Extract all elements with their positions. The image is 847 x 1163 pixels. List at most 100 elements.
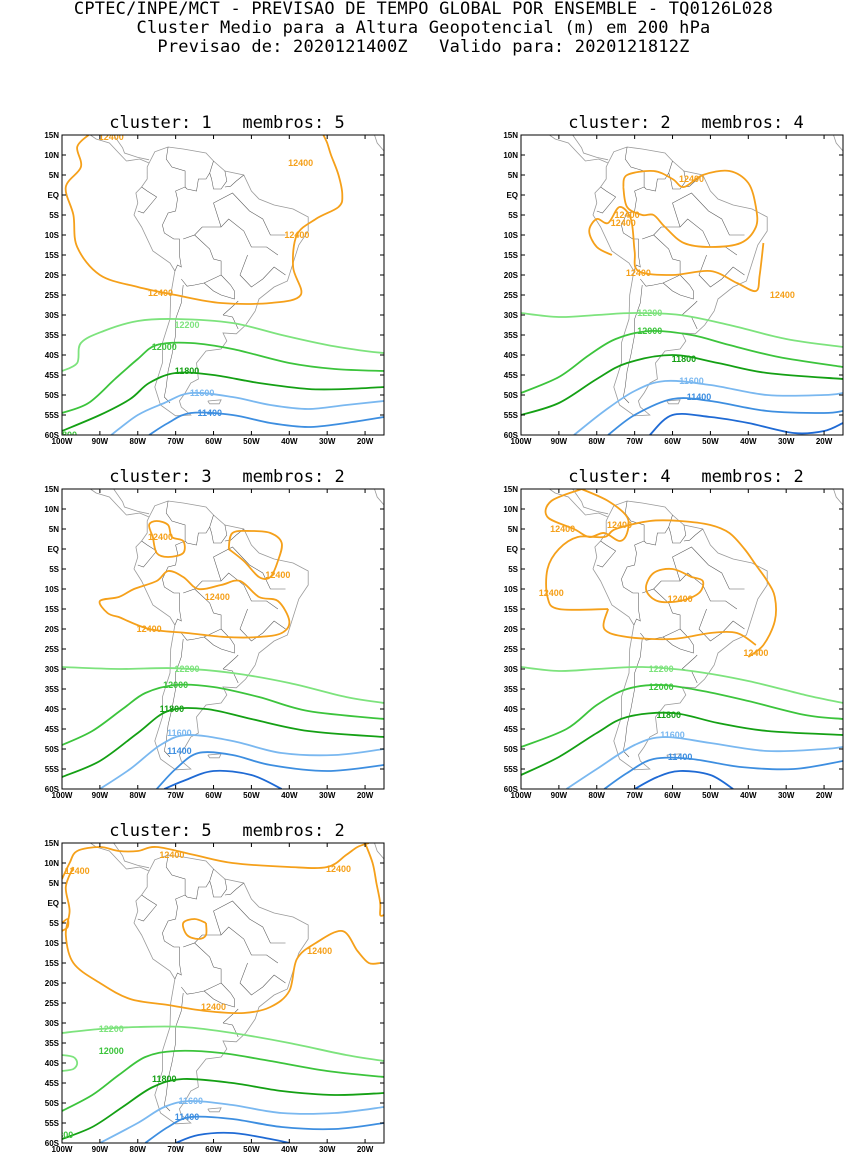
lon-label: 30W xyxy=(778,437,795,446)
contour-label: 11400 xyxy=(687,392,712,402)
contour-11200 xyxy=(176,1133,290,1143)
coastline-africa xyxy=(375,135,407,175)
lat-label: 15S xyxy=(45,251,60,260)
country-border xyxy=(185,161,213,191)
lat-label: 30S xyxy=(45,665,60,674)
coastline-central-america xyxy=(549,135,608,163)
lat-label: 10N xyxy=(44,505,59,514)
lon-label: 60W xyxy=(205,1145,222,1154)
lat-label: 10S xyxy=(45,585,60,594)
lon-label: 20W xyxy=(816,791,833,800)
contour-label: 11800 xyxy=(656,710,681,720)
contour-label: 11800 xyxy=(160,704,185,714)
lon-label: 100W xyxy=(52,1145,73,1154)
lon-label: 50W xyxy=(243,791,260,800)
lat-label: EQ xyxy=(47,545,59,554)
country-border xyxy=(673,547,745,589)
country-border xyxy=(669,525,686,543)
lat-label: 35S xyxy=(504,685,519,694)
lat-label: EQ xyxy=(47,899,59,908)
lat-label: 25S xyxy=(504,291,519,300)
contour-label: 11400 xyxy=(175,1112,200,1122)
contour-label: 12400 xyxy=(550,524,575,534)
country-border xyxy=(142,895,157,905)
lat-label: 20S xyxy=(45,625,60,634)
country-border xyxy=(142,187,157,197)
lon-label: 60W xyxy=(205,791,222,800)
contour-label: 11600 xyxy=(190,388,215,398)
lon-label: 90W xyxy=(92,1145,109,1154)
map-frame xyxy=(521,489,843,789)
contour-label: 11600 xyxy=(660,730,685,740)
contour-label: 12000 xyxy=(637,326,662,336)
lon-label: 80W xyxy=(130,437,147,446)
contour-11600 xyxy=(100,1101,384,1143)
lon-label: 100W xyxy=(511,437,532,446)
lon-label: 60W xyxy=(664,791,681,800)
lon-label: 70W xyxy=(167,1145,184,1154)
lat-label: 5N xyxy=(508,525,518,534)
contour-label: 12200 xyxy=(637,308,662,318)
contour-label: 12400 xyxy=(201,1002,226,1012)
lat-label: 25S xyxy=(45,645,60,654)
lat-label: 10N xyxy=(503,505,518,514)
lat-label: 55S xyxy=(45,765,60,774)
header-line-1: CPTEC/INPE/MCT - PREVISAO DE TEMPO GLOBA… xyxy=(0,0,847,19)
country-border xyxy=(663,629,693,653)
contour-12400 xyxy=(603,609,755,645)
lon-label: 20W xyxy=(816,437,833,446)
country-border xyxy=(601,541,616,551)
lat-label: 10N xyxy=(44,859,59,868)
map-layer: 1240012400124001240012200120001180011600… xyxy=(62,457,407,789)
contour-label: 12400 xyxy=(288,158,313,168)
lon-label: 40W xyxy=(740,791,757,800)
map-layer: 1240012400124001240012200120001180011600… xyxy=(62,103,407,440)
coastline-falklands xyxy=(208,1108,221,1112)
country-border xyxy=(223,1023,238,1037)
contour-12200 xyxy=(62,667,384,703)
lon-label: 70W xyxy=(167,791,184,800)
lat-label: 5N xyxy=(49,171,59,180)
contour-label: 11400 xyxy=(668,752,693,762)
lon-label: 30W xyxy=(778,791,795,800)
lat-label: EQ xyxy=(47,191,59,200)
lon-label: 100W xyxy=(52,791,73,800)
lat-label: 50S xyxy=(504,391,519,400)
contour-label: 12400 xyxy=(159,850,184,860)
lat-label: 35S xyxy=(45,1039,60,1048)
lon-label: 20W xyxy=(357,1145,374,1154)
lat-label: 5S xyxy=(49,919,59,928)
contour-12200 xyxy=(521,313,843,347)
contour-12000 xyxy=(62,1051,384,1111)
country-border xyxy=(210,879,227,897)
contour-map: 1240012400124001240012400122001200011800… xyxy=(481,135,847,455)
country-border xyxy=(138,197,157,213)
contour-12400 xyxy=(183,919,207,939)
lat-label: 20S xyxy=(504,271,519,280)
lat-label: 25S xyxy=(504,645,519,654)
lat-label: 15S xyxy=(45,959,60,968)
lat-label: 40S xyxy=(45,1059,60,1068)
lon-label: 80W xyxy=(130,791,147,800)
lat-label: 15N xyxy=(44,485,59,494)
contour-label: 12200 xyxy=(174,320,199,330)
contour-11600 xyxy=(100,735,384,789)
country-border xyxy=(240,963,286,995)
contour-label: 12400 xyxy=(626,268,651,278)
lat-label: 35S xyxy=(45,685,60,694)
contour-label: 800 xyxy=(58,1130,73,1140)
contour-11600 xyxy=(567,737,844,789)
contour-label: 12400 xyxy=(148,532,173,542)
lat-label: 10S xyxy=(45,231,60,240)
contour-11800 xyxy=(521,713,843,775)
contour-11200 xyxy=(164,771,281,789)
lat-label: 15S xyxy=(45,605,60,614)
lat-label: 50S xyxy=(45,745,60,754)
map-layer: 1240012400124001240012400122001200011800… xyxy=(521,103,847,435)
lat-label: 15N xyxy=(503,485,518,494)
lat-label: 35S xyxy=(504,331,519,340)
contour-12200 xyxy=(62,319,384,371)
contour-label: 12200 xyxy=(174,664,199,674)
